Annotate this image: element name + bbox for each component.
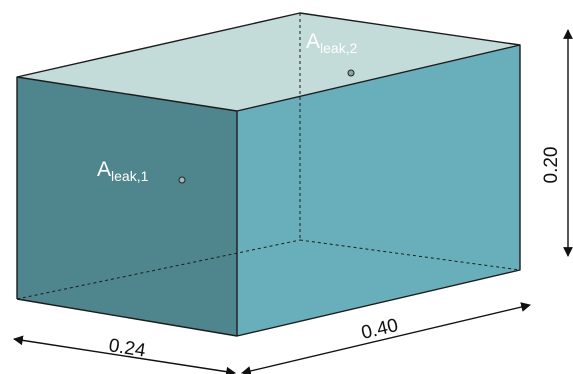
length-arrow: [241, 302, 531, 374]
leak-label-2-base: A: [306, 30, 320, 53]
front-face: [17, 77, 237, 336]
right-face: [237, 45, 520, 336]
depth-label: 0.24: [107, 335, 147, 362]
leak-hole-2: [347, 69, 355, 77]
depth-arrow: [13, 335, 236, 374]
hidden-edges: [16, 13, 521, 300]
leak-label-2: Aleak,2: [306, 30, 358, 56]
length-label: 0.40: [359, 315, 400, 344]
box-edges: [16, 12, 521, 337]
leak-label-1-base: A: [97, 158, 111, 181]
leak-label-1: Aleak,1: [97, 158, 149, 184]
leak-label-1-subscript: leak,1: [111, 168, 149, 184]
leak-hole-1: [178, 176, 186, 184]
height-label: 0.20: [541, 147, 562, 184]
leak-label-2-subscript: leak,2: [320, 40, 358, 56]
top-face: [17, 13, 520, 111]
